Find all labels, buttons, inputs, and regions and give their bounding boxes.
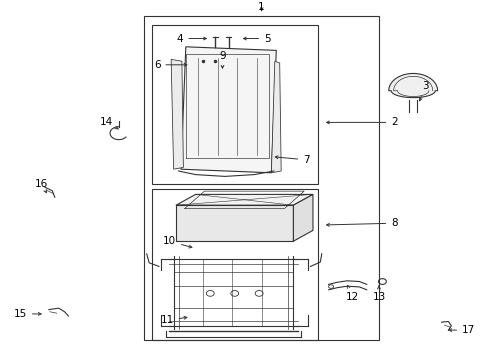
Polygon shape [293, 194, 312, 241]
Polygon shape [271, 61, 281, 173]
Text: 11: 11 [160, 315, 186, 325]
Text: 14: 14 [100, 117, 118, 129]
Polygon shape [181, 47, 276, 173]
Text: 13: 13 [371, 286, 385, 302]
Text: 5: 5 [243, 33, 270, 44]
Text: 8: 8 [326, 218, 397, 228]
Bar [151, 189, 317, 340]
Text: 4: 4 [176, 33, 206, 44]
Text: 7: 7 [275, 155, 309, 165]
Polygon shape [176, 194, 312, 205]
Text: 12: 12 [345, 285, 358, 302]
Text: 9: 9 [219, 51, 225, 68]
Polygon shape [171, 59, 183, 169]
Polygon shape [176, 205, 293, 241]
Bar [144, 16, 378, 340]
Text: 3: 3 [418, 81, 428, 101]
Text: 15: 15 [14, 309, 41, 319]
Text: 10: 10 [163, 236, 191, 248]
Text: 6: 6 [153, 60, 186, 70]
Text: 17: 17 [448, 325, 474, 335]
Bar [151, 25, 317, 184]
Text: 2: 2 [326, 117, 397, 127]
Text: 16: 16 [35, 179, 48, 193]
Text: 1: 1 [258, 2, 264, 12]
Polygon shape [388, 73, 437, 98]
